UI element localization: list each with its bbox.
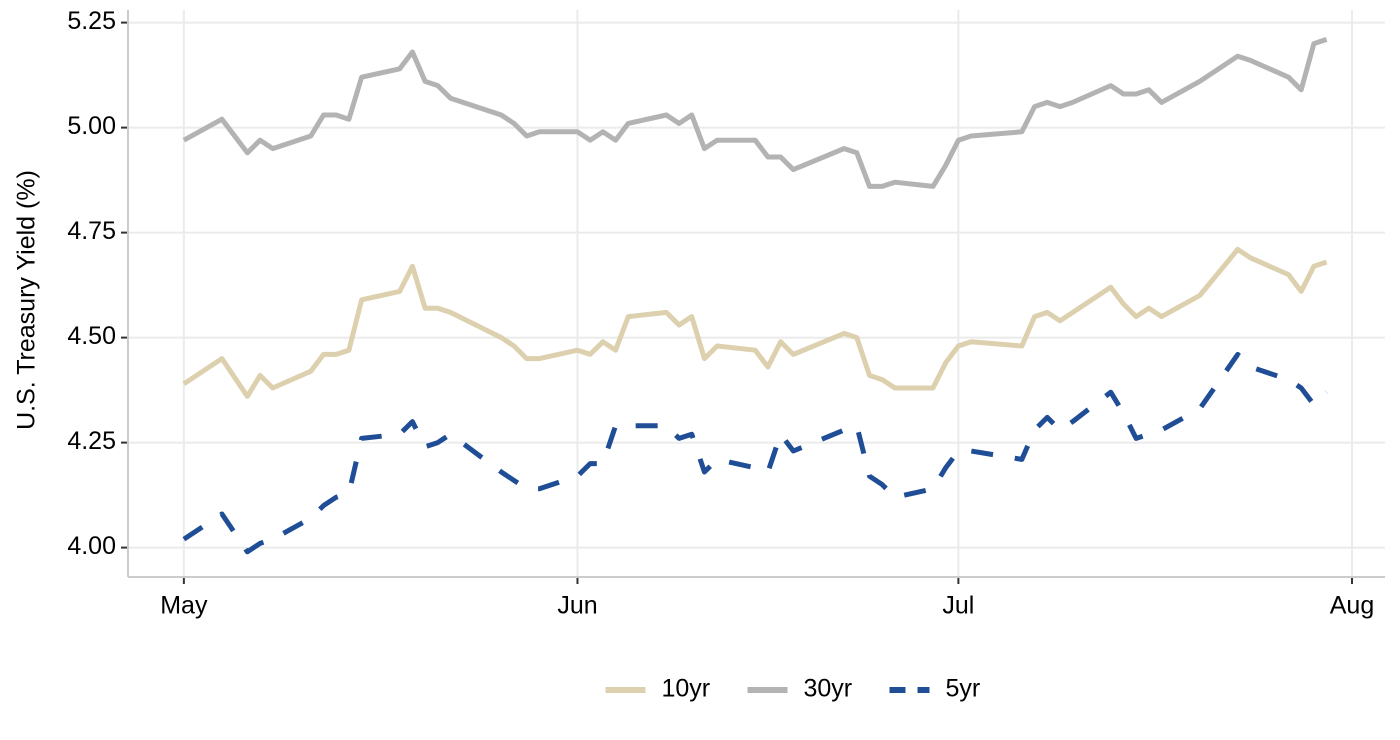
x-tick-label: Jun — [557, 592, 597, 620]
legend-label: 5yr — [946, 675, 981, 703]
y-axis-label: U.S. Treasury Yield (%) — [13, 170, 41, 430]
x-tick-label: May — [160, 592, 208, 620]
legend-label: 30yr — [804, 675, 853, 703]
y-tick-label: 4.75 — [67, 217, 116, 245]
y-tick-label: 5.00 — [67, 112, 116, 140]
series-line — [182, 351, 1329, 555]
y-tick-label: 4.50 — [67, 322, 116, 350]
series-line — [182, 37, 1328, 189]
legend-label: 10yr — [662, 675, 711, 703]
series-line — [182, 246, 1328, 399]
y-tick-label: 5.25 — [67, 7, 116, 35]
y-tick-label: 4.00 — [67, 532, 116, 560]
x-tick-label: Aug — [1330, 592, 1374, 620]
x-tick-label: Jul — [942, 592, 974, 620]
y-tick-label: 4.25 — [67, 427, 116, 455]
